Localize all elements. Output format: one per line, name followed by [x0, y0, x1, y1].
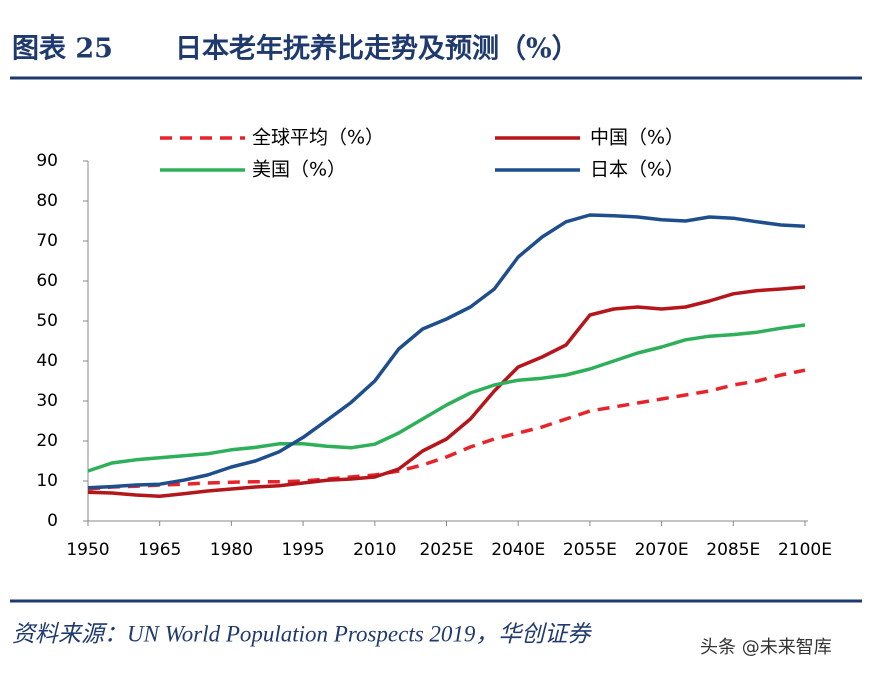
x-tick-label: 2100E: [778, 540, 832, 560]
x-tick-label: 2025E: [419, 540, 473, 560]
y-tick-label: 40: [36, 351, 58, 371]
legend-label: 日本（%）: [590, 159, 684, 181]
x-tick-label: 2085E: [706, 540, 760, 560]
legend-label: 全球平均（%）: [252, 127, 384, 149]
figure-label: 图表 25: [12, 34, 113, 65]
series-line: [87, 213, 806, 490]
y-tick-label: 50: [36, 311, 58, 331]
x-tick-label: 1980: [210, 540, 253, 560]
series-line: [87, 368, 806, 491]
y-tick-label: 70: [36, 231, 58, 251]
y-tick-label: 80: [36, 191, 58, 211]
y-tick-label: 20: [36, 431, 58, 451]
watermark: 头条 @未来智库: [700, 637, 832, 658]
source: 资料来源：UN World Population Prospects 2019，…: [12, 621, 592, 646]
y-tick-label: 90: [36, 151, 58, 171]
x-tick-label: 1965: [138, 540, 181, 560]
series-line: [87, 323, 806, 473]
x-tick-label: 2055E: [563, 540, 617, 560]
x-tick-label: 1995: [281, 540, 324, 560]
x-tick-label: 2010: [353, 540, 396, 560]
x-tick-label: 1950: [66, 540, 109, 560]
y-tick-label: 0: [47, 511, 58, 531]
x-tick-label: 2070E: [635, 540, 689, 560]
series-line: [87, 285, 806, 498]
chart-title: 日本老年抚养比走势及预测（%）: [175, 33, 579, 65]
legend-label: 中国（%）: [590, 127, 684, 149]
y-tick-label: 10: [36, 471, 58, 491]
legend-label: 美国（%）: [252, 159, 346, 181]
x-tick-label: 2040E: [491, 540, 545, 560]
y-tick-label: 60: [36, 271, 58, 291]
y-tick-label: 30: [36, 391, 58, 411]
